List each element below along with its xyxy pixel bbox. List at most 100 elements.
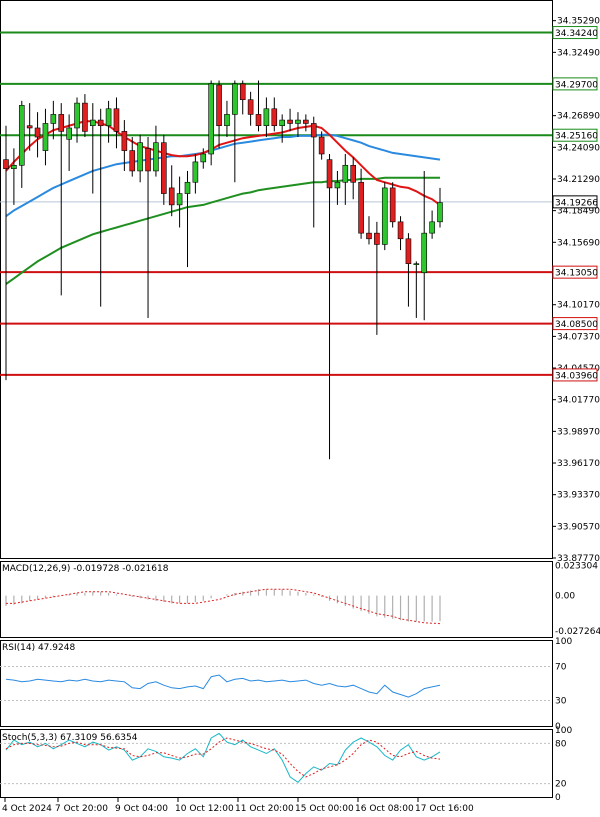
price-tick-label: 33.93370 [557,491,600,501]
candle-body [82,102,88,132]
price-tick-label: 34.01770 [557,396,600,406]
candle-body [168,187,175,206]
candle-body [208,83,214,155]
candle-body [303,119,309,124]
candle-body [366,232,372,240]
stoch-title: Stoch(5,3,3) 67.3109 56.6354 [2,733,138,743]
stoch-tick-label: 80 [555,739,567,749]
candle-body [405,238,412,264]
level-tag-box [552,317,598,331]
level-tag-label: 34.34240 [555,29,598,39]
candle-body [397,221,404,240]
rsi-tick-label: 100 [555,637,572,647]
price-tick-label: 34.32490 [557,48,600,58]
candle-body [90,119,96,127]
price-panel-frame [0,0,553,559]
candle-body [200,153,207,163]
current-price-tag-box [552,195,598,209]
candle-body [184,181,191,194]
macd-tick-label: 0.00 [555,592,575,602]
time-tick-label: 17 Oct 16:00 [415,804,474,814]
candle-body [350,164,357,183]
stoch-tick-label: 20 [555,780,567,790]
candle-body [105,108,112,127]
rsi-axis: 100 70 30 0 [555,637,572,732]
stoch-tick-label: 0 [555,793,561,803]
stoch-panel [0,732,552,785]
stoch-tick-label: 100 [555,726,572,736]
candle-body [153,142,159,172]
candle-body [129,150,136,172]
rsi-tick-label: 0 [555,722,561,732]
candle-body [161,142,167,194]
time-tick-label: 15 Oct 00:00 [295,804,354,814]
candle-body [255,114,262,127]
price-tick-label: 34.35290 [557,17,600,27]
candle-body [413,263,420,265]
candle-body [216,84,222,127]
candle-body [310,123,317,138]
rsi-tick-label: 30 [555,697,567,707]
candle-body [66,127,72,140]
time-tick-label: 9 Oct 04:00 [115,804,168,814]
level-tag-label: 34.03960 [555,371,598,381]
candle-body [389,187,396,223]
candle-body [26,125,33,129]
price-tick-label: 33.98970 [557,427,600,437]
candle-body [295,119,301,124]
price-axis: 34.35290 34.32490 34.26890 34.24090 34.21290… [552,17,600,564]
candle-body [358,181,364,234]
candle-body [374,232,380,245]
candle-body [192,161,199,183]
price-tick-label: 34.26890 [557,112,600,122]
candle-body [224,114,230,127]
time-tick-label: 7 Oct 20:00 [55,804,108,814]
candle-body [437,202,443,223]
level-tag-label: 34.13050 [555,269,598,279]
candle-body [279,119,285,127]
candle-body [326,159,333,189]
candle-body [137,142,143,172]
time-tick-label: 10 Oct 12:00 [175,804,234,814]
candle-body [74,102,80,129]
price-tick-label: 34.18490 [557,207,600,217]
level-tag-box [552,265,598,279]
macd-panel-frame [0,561,553,638]
price-tick-label: 34.24090 [557,143,600,153]
rsi-line [5,674,441,698]
price-tick-label: 34.07370 [557,332,600,342]
time-tick-label: 11 Oct 20:00 [235,804,294,814]
price-tick-label: 34.10170 [557,301,600,311]
time-tick-label: 16 Oct 08:00 [355,804,414,814]
rsi-panel [0,666,552,701]
price-tick-label: 33.96170 [557,459,600,469]
level-tag-box [552,26,598,40]
candle-body [11,164,17,169]
stoch-axis: 100 80 20 0 [555,726,572,803]
level-tag-box [552,128,598,142]
stoch-d-line [5,737,441,778]
candle-body [334,181,341,189]
candle-body [3,159,9,169]
ma-green-line [5,176,440,285]
current-price-tag-label: 34.19266 [555,198,598,208]
macd-signal-line [6,588,441,625]
candle-body [58,114,65,132]
candle-body [381,187,388,245]
candlesticks [3,80,443,460]
stoch-k-line [5,732,441,783]
candle-body [342,164,349,183]
macd-panel [5,588,441,625]
candle-body [113,108,120,132]
candle-body [247,99,254,115]
time-axis: 4 Oct 2024 7 Oct 20:00 9 Oct 04:00 10 Oct 1… [2,798,474,814]
candle-body [287,119,293,124]
price-tick-label: 33.90570 [557,522,600,532]
candle-body [42,123,49,151]
level-tags: 34.34240 34.29700 34.25160 34.13050 34.08500… [552,26,598,382]
level-tag-label: 34.08500 [555,320,598,330]
level-tag-box [552,368,598,382]
stoch-panel-frame [0,729,553,798]
candle-body [50,114,57,124]
candle-body [429,221,435,234]
